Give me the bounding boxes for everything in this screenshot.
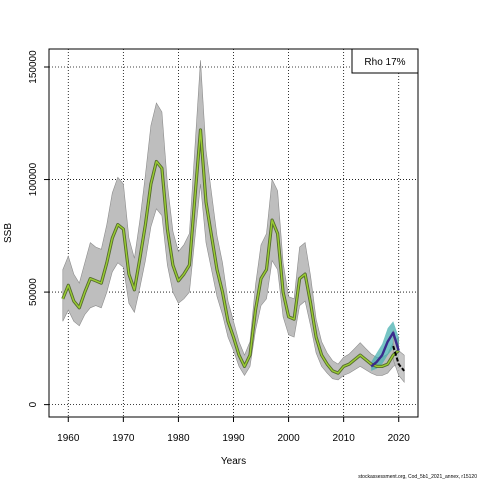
x-tick-label-2000: 2000 xyxy=(277,433,300,444)
x-tick-label-1960: 1960 xyxy=(57,433,80,444)
x-tick-label-1990: 1990 xyxy=(222,433,245,444)
x-tick-label-2020: 2020 xyxy=(388,433,411,444)
legend: Rho 17% xyxy=(351,48,419,74)
legend-box xyxy=(351,48,419,74)
x-axis-title: Years xyxy=(221,456,246,467)
legend-text: Rho 17% xyxy=(364,57,405,68)
y-tick-label-0: 0 xyxy=(28,401,39,407)
tick-layer: 1960 1970 1980 1990 2000 2010 2020 0 50000 100000… xyxy=(28,50,410,444)
forecast-dashed-line xyxy=(392,345,405,372)
footnote: stockassessment.org, Cod_5b1_2021_annex,… xyxy=(358,474,477,480)
x-tick-label-1970: 1970 xyxy=(112,433,135,444)
x-tick-label-1980: 1980 xyxy=(167,433,190,444)
y-tick-label-100000: 100000 xyxy=(28,162,39,196)
series-line-layer xyxy=(61,128,405,375)
y-axis-title: SSB xyxy=(3,223,14,243)
y-tick-label-50000: 50000 xyxy=(28,278,39,306)
estimate-line-highlight xyxy=(62,129,400,374)
x-tick-label-2010: 2010 xyxy=(333,433,356,444)
y-tick-label-150000: 150000 xyxy=(28,50,39,84)
retrospective-line xyxy=(370,331,400,368)
